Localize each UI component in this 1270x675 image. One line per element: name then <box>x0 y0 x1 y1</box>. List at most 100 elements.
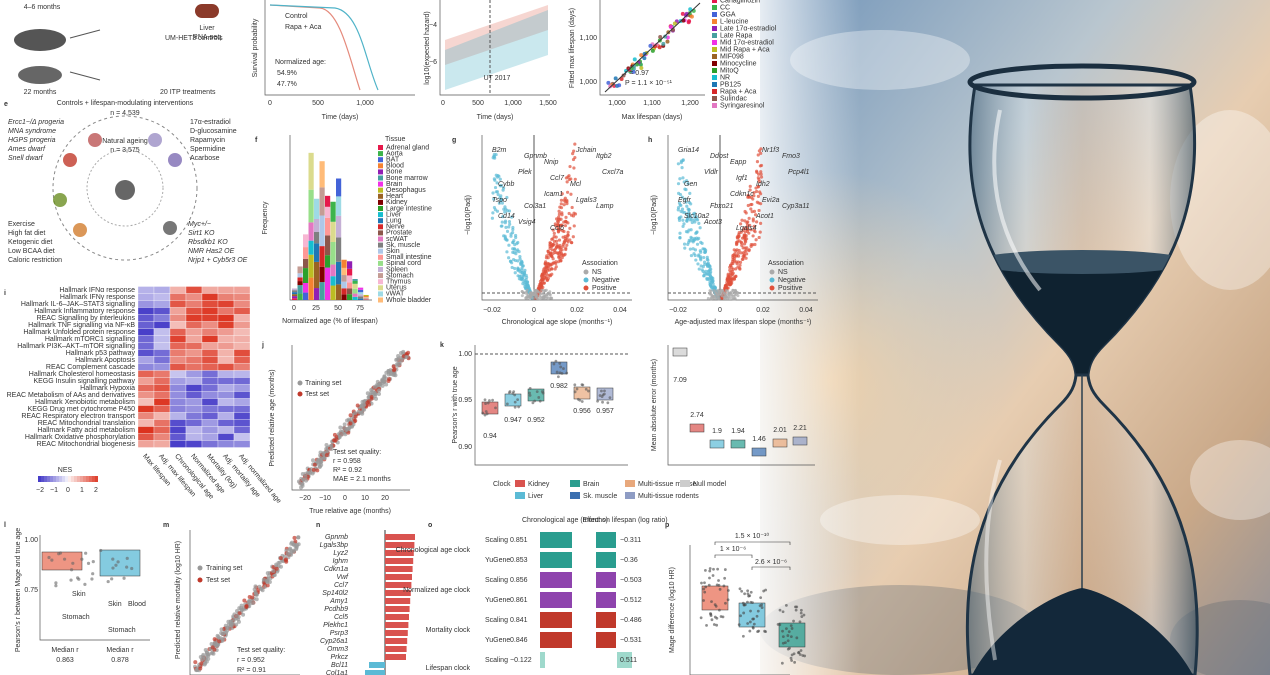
point <box>711 574 715 577</box>
colorbar <box>80 476 83 482</box>
point <box>558 247 562 251</box>
heat-cell <box>201 328 219 336</box>
label: 0.851 <box>510 537 528 544</box>
heat-cell <box>185 377 203 385</box>
hist-segment <box>303 258 309 269</box>
point <box>517 277 521 281</box>
point <box>573 212 578 216</box>
point <box>501 215 505 219</box>
point <box>259 586 264 591</box>
point <box>244 604 249 609</box>
heat-cell <box>201 370 219 378</box>
point <box>501 188 505 192</box>
label: 1,100 <box>643 100 661 107</box>
point <box>717 292 721 296</box>
legend-swatch <box>378 267 383 272</box>
point <box>293 539 298 544</box>
bar <box>385 566 413 572</box>
hist-segment <box>341 275 347 282</box>
heat-cell <box>233 293 251 301</box>
label: Acot1 <box>755 213 774 220</box>
point <box>240 608 245 613</box>
point <box>789 635 793 639</box>
point <box>697 221 701 225</box>
point <box>581 383 585 387</box>
axes <box>667 345 815 466</box>
point <box>726 598 730 602</box>
label: Rapa + Aca <box>720 88 756 95</box>
heat-cell <box>233 391 251 399</box>
label: Icam1 <box>544 191 563 198</box>
point <box>705 623 708 627</box>
point <box>561 235 565 239</box>
point <box>705 263 710 267</box>
label: Igf1 <box>736 175 748 182</box>
point <box>317 460 322 465</box>
bar <box>540 572 572 588</box>
heat-cell <box>217 342 235 350</box>
heat-cell <box>169 433 187 441</box>
point <box>513 266 517 271</box>
heat-cell <box>217 356 235 364</box>
heat-cell <box>233 440 251 448</box>
point <box>504 225 508 229</box>
point <box>565 371 569 375</box>
heat-cell <box>153 419 171 427</box>
point <box>711 276 715 280</box>
point <box>736 251 740 255</box>
point <box>741 251 745 255</box>
hist-segment <box>308 222 314 241</box>
point <box>755 200 759 204</box>
legend-swatch <box>378 291 383 297</box>
hist-segment <box>363 297 369 299</box>
point <box>689 202 693 206</box>
point <box>726 589 730 592</box>
heat-cell <box>217 412 235 420</box>
point <box>376 388 381 393</box>
label: 1.00 <box>24 537 38 544</box>
point <box>679 203 683 208</box>
point <box>110 577 114 581</box>
heat-cell <box>153 363 171 371</box>
heat-cell <box>169 328 187 336</box>
point <box>749 203 753 207</box>
point <box>557 209 561 213</box>
point <box>686 242 690 246</box>
point <box>559 202 563 206</box>
point <box>734 292 738 296</box>
label: 0 <box>718 307 722 314</box>
point <box>739 241 744 245</box>
label: BAT <box>386 157 400 164</box>
axes <box>599 0 705 96</box>
bar <box>385 550 414 556</box>
label: Hallmark Inflammatory response <box>34 308 135 315</box>
point <box>631 69 636 74</box>
label: 0 <box>292 305 296 312</box>
hist-segment <box>347 261 353 269</box>
point <box>338 425 343 430</box>
point <box>545 278 550 282</box>
point <box>685 204 689 208</box>
legend-swatch <box>712 19 717 24</box>
label: Brain <box>583 481 599 488</box>
point <box>781 629 784 633</box>
heat-cell <box>185 293 203 301</box>
point <box>781 641 785 645</box>
label: Liver <box>528 493 544 500</box>
point <box>399 358 404 363</box>
heat-cell <box>137 384 155 392</box>
heat-cell <box>137 419 155 427</box>
point <box>708 567 712 570</box>
point <box>522 273 526 277</box>
heat-cell <box>169 405 187 413</box>
point <box>703 590 707 594</box>
label: Evi2a <box>762 197 780 204</box>
heat-cell <box>185 335 203 343</box>
point <box>601 400 604 404</box>
point <box>676 182 681 186</box>
point <box>722 584 726 588</box>
point <box>509 234 513 238</box>
label: YuGene <box>485 557 510 564</box>
point <box>751 617 755 621</box>
colorbar <box>92 476 95 482</box>
